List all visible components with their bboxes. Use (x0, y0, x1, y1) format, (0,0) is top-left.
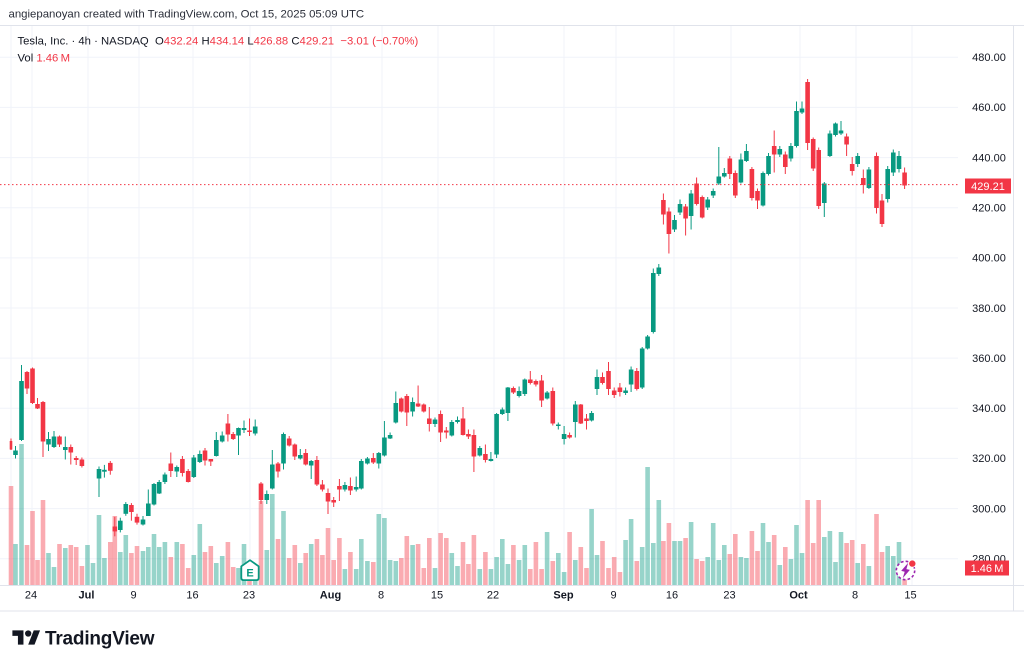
svg-text:340.00: 340.00 (972, 403, 1006, 415)
svg-text:8: 8 (852, 590, 858, 602)
svg-text:Oct: Oct (789, 590, 808, 602)
svg-text:440.00: 440.00 (972, 152, 1006, 164)
svg-text:22: 22 (487, 590, 499, 602)
svg-text:angiepanoyan created with Trad: angiepanoyan created with TradingView.co… (9, 9, 365, 21)
svg-text:16: 16 (666, 590, 678, 602)
svg-text:Sep: Sep (553, 590, 573, 602)
svg-text:Vol 1.46 M: Vol 1.46 M (18, 53, 71, 65)
svg-text:Tesla, Inc. · 4h · NASDAQ O43: Tesla, Inc. · 4h · NASDAQ O432.24 H434.1… (18, 36, 419, 48)
svg-text:TradingView: TradingView (45, 629, 155, 650)
svg-text:16: 16 (186, 590, 198, 602)
svg-text:420.00: 420.00 (972, 203, 1006, 215)
svg-text:9: 9 (610, 590, 616, 602)
svg-text:460.00: 460.00 (972, 102, 1006, 114)
svg-text:480.00: 480.00 (972, 52, 1006, 64)
svg-text:Aug: Aug (320, 590, 341, 602)
svg-text:1.46 M: 1.46 M (971, 563, 1004, 575)
svg-text:8: 8 (378, 590, 384, 602)
svg-text:400.00: 400.00 (972, 253, 1006, 265)
svg-text:Jul: Jul (79, 590, 95, 602)
svg-text:300.00: 300.00 (972, 503, 1006, 515)
svg-text:E: E (246, 568, 253, 580)
svg-text:23: 23 (723, 590, 735, 602)
svg-text:15: 15 (904, 590, 916, 602)
svg-text:380.00: 380.00 (972, 303, 1006, 315)
svg-text:23: 23 (243, 590, 255, 602)
svg-text:24: 24 (25, 590, 37, 602)
svg-text:360.00: 360.00 (972, 353, 1006, 365)
svg-text:429.21: 429.21 (971, 181, 1005, 193)
svg-text:9: 9 (130, 590, 136, 602)
svg-text:320.00: 320.00 (972, 453, 1006, 465)
svg-text:15: 15 (431, 590, 443, 602)
